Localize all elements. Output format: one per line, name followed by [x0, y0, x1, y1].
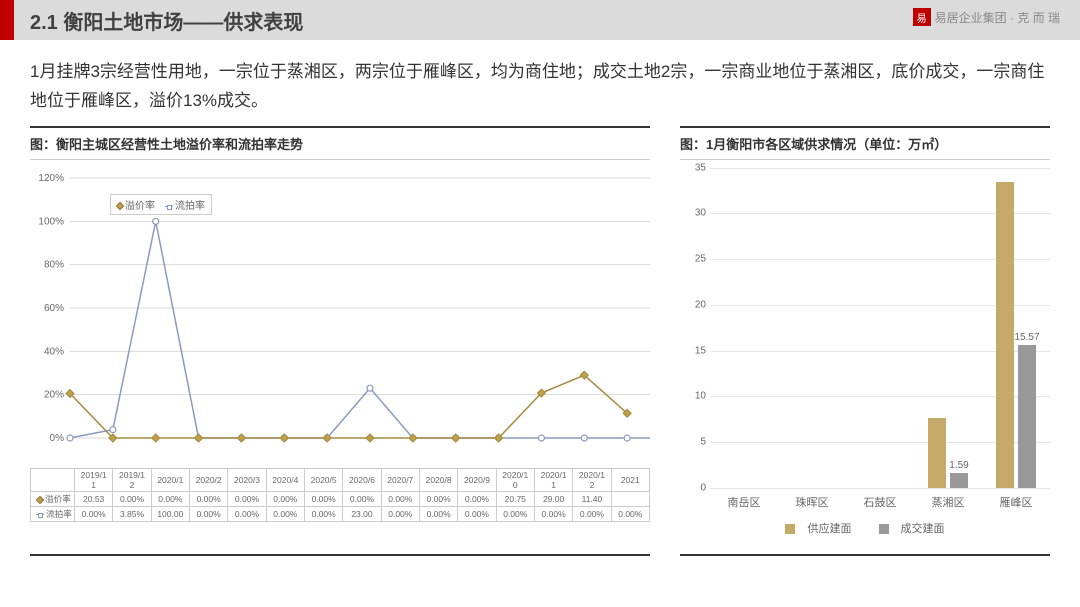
bar-deal: 1.59 — [950, 473, 968, 488]
legend-supply: 供应建面 — [807, 523, 851, 535]
y-tick-label: 10 — [695, 391, 706, 402]
y-tick-label: 15 — [695, 345, 706, 356]
brand-text: 易居企业集团 · 克 而 瑞 — [935, 9, 1060, 26]
charts-container: 图：衡阳主城区经营性土地溢价率和流拍率走势 溢价率 流拍率 0% 20% 40% 60… — [0, 126, 1080, 556]
y-tick-label: 0 — [700, 482, 706, 493]
svg-text:40%: 40% — [44, 346, 64, 357]
bar-chart-x-labels: 南岳区珠晖区石鼓区蒸湘区雁峰区 — [710, 488, 1050, 510]
line-chart-data-table: 2019/112019/122020/12020/22020/32020/420… — [30, 468, 650, 522]
svg-text:60%: 60% — [44, 303, 64, 314]
bar-group: 1.59 — [914, 168, 982, 488]
svg-text:100%: 100% — [38, 216, 64, 227]
svg-text:0%: 0% — [50, 433, 65, 444]
bar-group — [778, 168, 846, 488]
bar-value-label: 1.59 — [949, 460, 968, 471]
square-icon — [785, 524, 795, 534]
legend-label-fail: 流拍率 — [175, 201, 205, 212]
y-tick-label: 30 — [695, 208, 706, 219]
brand-logo-icon: 易 — [913, 8, 931, 26]
y-tick-label: 35 — [695, 162, 706, 173]
header-accent-bar — [0, 0, 14, 40]
bar-group — [846, 168, 914, 488]
bar-supply — [928, 418, 946, 487]
description-text: 1月挂牌3宗经营性用地，一宗位于蒸湘区，两宗位于雁峰区，均为商住地；成交土地2宗… — [0, 40, 1080, 126]
brand-block: 易 易居企业集团 · 克 而 瑞 — [913, 8, 1060, 26]
square-icon — [879, 524, 889, 534]
bar-chart-plot: 051015202530351.5915.57 — [710, 168, 1050, 488]
svg-text:120%: 120% — [38, 173, 64, 184]
y-tick-label: 20 — [695, 299, 706, 310]
bar-x-label: 南岳区 — [710, 488, 778, 510]
circle-marker-icon — [165, 206, 173, 207]
left-chart-column: 图：衡阳主城区经营性土地溢价率和流拍率走势 溢价率 流拍率 0% 20% 40% 60… — [30, 126, 650, 556]
legend-deal: 成交建面 — [901, 523, 945, 535]
diamond-marker-icon — [116, 202, 124, 210]
y-tick-label: 5 — [700, 437, 706, 448]
bar-group: 15.57 — [982, 168, 1050, 488]
right-chart-body: 051015202530351.5915.57 南岳区珠晖区石鼓区蒸湘区雁峰区 … — [680, 168, 1050, 556]
page-header: 2.1 衡阳土地市场——供求表现 易 易居企业集团 · 克 而 瑞 — [0, 0, 1080, 40]
legend-label-overflow: 溢价率 — [125, 201, 155, 212]
right-chart-column: 图：1月衡阳市各区域供求情况（单位：万㎡） 0 5 10 15 20 25 30 35 1.59… — [680, 126, 1050, 556]
left-chart-body: 溢价率 流拍率 0% 20% 40% 60% 80% 100% 120% 2019/1120… — [30, 168, 650, 556]
line-chart-legend: 溢价率 流拍率 — [110, 194, 212, 215]
bar-x-label: 石鼓区 — [846, 488, 914, 510]
left-chart-title: 图：衡阳主城区经营性土地溢价率和流拍率走势 — [30, 126, 650, 160]
y-tick-label: 25 — [695, 254, 706, 265]
svg-text:80%: 80% — [44, 259, 64, 270]
right-chart-title: 图：1月衡阳市各区域供求情况（单位：万㎡） — [680, 126, 1050, 160]
bar-value-label: 15.57 — [1014, 332, 1039, 343]
bar-x-label: 雁峰区 — [982, 488, 1050, 510]
bar-x-label: 珠晖区 — [778, 488, 846, 510]
page-title: 2.1 衡阳土地市场——供求表现 — [30, 6, 303, 35]
bar-group — [710, 168, 778, 488]
svg-text:20%: 20% — [44, 389, 64, 400]
bar-deal: 15.57 — [1018, 345, 1036, 487]
bar-x-label: 蒸湘区 — [914, 488, 982, 510]
bar-supply — [996, 182, 1014, 488]
bar-chart-legend: 供应建面 成交建面 — [680, 510, 1050, 536]
